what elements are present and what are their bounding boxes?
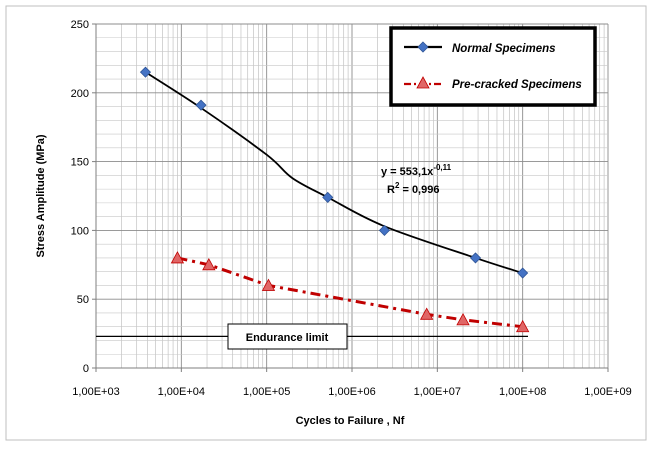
legend-marker-precracked: [416, 76, 430, 89]
legend-box: [389, 26, 597, 107]
y-tick-label: 0: [83, 363, 89, 375]
equation-base: y = 553,1x: [381, 166, 434, 178]
x-tick-label: 1,00E+04: [158, 386, 205, 398]
series-normal: [139, 66, 529, 279]
x-tick-label: 1,00E+05: [243, 386, 290, 398]
data-point-precracked: [170, 251, 185, 264]
x-tick-label: 1,00E+08: [499, 386, 546, 398]
x-tick-label: 1,00E+06: [328, 386, 375, 398]
data-point-normal: [469, 252, 482, 264]
legend-label-normal: Normal Specimens: [452, 43, 556, 55]
legend-item-normal: Normal Specimens: [404, 41, 556, 55]
r2-text: R2 = 0,996: [387, 181, 439, 196]
data-point-normal: [378, 224, 391, 236]
data-point-precracked: [456, 313, 470, 326]
equation-annotation: y = 553,1x-0,11 R2 = 0,996: [381, 163, 452, 196]
endurance-box: [227, 323, 348, 350]
y-tick-label: 50: [77, 294, 89, 306]
data-point-normal: [195, 99, 207, 111]
equation-exponent: -0,11: [433, 163, 451, 172]
r2-sup: 2: [395, 181, 400, 190]
grid: [95, 23, 609, 369]
data-point-precracked: [515, 319, 530, 333]
series-line-precracked: [177, 256, 523, 329]
y-tick-label: 250: [71, 19, 89, 31]
data-point-precracked: [202, 257, 216, 271]
endurance-annotation: Endurance limit: [227, 323, 348, 350]
y-tick-label: 100: [71, 225, 89, 237]
x-tick-label: 1,00E+09: [584, 386, 631, 398]
data-point-normal: [517, 267, 529, 279]
y-axis-title: Stress Amplitude (MPa): [35, 134, 47, 257]
series-precracked: [170, 251, 530, 333]
x-tick-label: 1,00E+03: [72, 386, 119, 398]
y-tick-label: 200: [71, 88, 89, 100]
axes: 0 50 100 150 200 250 1,00E+03 1,00E+04 1,00E+05 1…: [71, 19, 632, 398]
legend-label-precracked: Pre-cracked Specimens: [452, 79, 582, 91]
x-tick-label: 1,00E+07: [414, 386, 461, 398]
y-tick-label: 150: [71, 157, 89, 169]
data-point-precracked: [419, 307, 434, 320]
r2-label: R: [387, 184, 395, 196]
data-point-normal: [139, 66, 152, 78]
data-point-normal: [322, 191, 334, 203]
endurance-label: Endurance limit: [246, 332, 329, 344]
r2-value: = 0,996: [399, 184, 439, 196]
data-point-precracked: [261, 278, 276, 291]
legend-marker-normal: [417, 41, 429, 53]
equation-text: y = 553,1x-0,11: [381, 163, 452, 178]
series-line-normal: [144, 71, 523, 274]
legend: Normal Specimens Pre-cracked Specimens: [389, 26, 597, 107]
legend-item-precracked: Pre-cracked Specimens: [404, 76, 582, 91]
x-axis-title: Cycles to Failure , Nf: [296, 415, 405, 427]
series: [139, 66, 530, 333]
